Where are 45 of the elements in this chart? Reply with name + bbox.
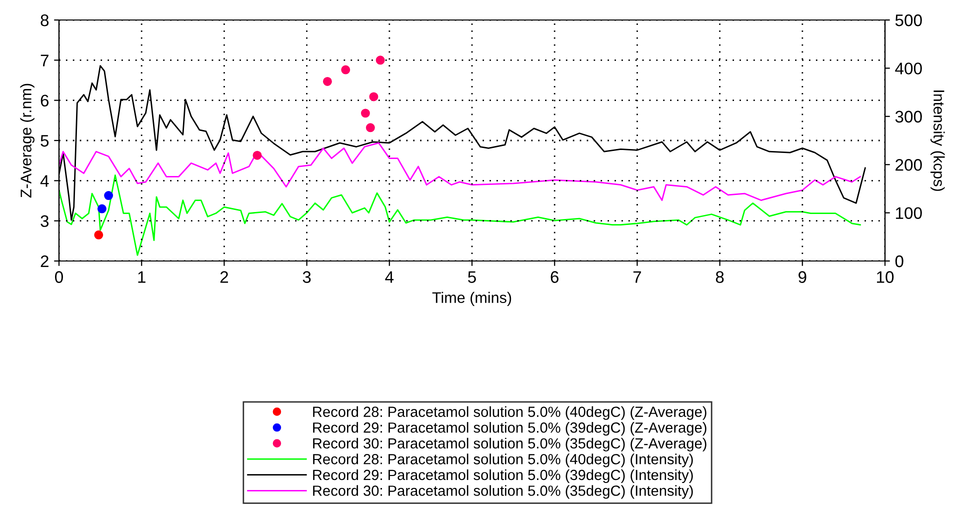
- legend-label: Record 29: Paracetamol solution 5.0% (39degC) (Z-Average): [313, 422, 706, 436]
- x-tick-label: 2: [220, 271, 228, 283]
- point: [369, 92, 378, 102]
- x-tick-label: 4: [385, 271, 394, 283]
- line-series: [59, 174, 861, 256]
- line-series: [59, 142, 861, 201]
- y2-tick-label: 300: [895, 110, 922, 123]
- x-tick-label: 9: [798, 271, 806, 283]
- point: [97, 204, 106, 214]
- point: [341, 65, 350, 74]
- y2-tick-label: 200: [896, 159, 922, 171]
- point: [252, 150, 262, 160]
- x-tick-label: 0: [55, 271, 63, 283]
- legend-label: Record 30: Paracetamol solution 5.0% (35degC) (Intensity): [313, 485, 693, 499]
- x-tick-label: 7: [633, 271, 641, 283]
- y2-tick-label: 500: [895, 14, 922, 26]
- x-tick-label: 5: [468, 271, 476, 283]
- y-tick-label: 6: [40, 94, 49, 107]
- y2-tick-label: 400: [895, 62, 922, 74]
- y2-tick-label: 0: [895, 255, 904, 268]
- point: [322, 76, 332, 86]
- y-tick-label: 4: [40, 175, 49, 187]
- point: [360, 108, 370, 118]
- legend-label: Record 28: Paracetamol solution 5.0% (40degC) (Intensity): [313, 454, 693, 468]
- y-tick-label: 3: [40, 215, 49, 228]
- x-tick-label: 6: [550, 271, 558, 283]
- legend-label: Record 29: Paracetamol solution 5.0% (39degC) (Intensity): [313, 469, 693, 483]
- x-axis-title: Time (mins): [432, 292, 512, 306]
- point: [366, 123, 375, 132]
- legend-label: Record 30: Paracetamol solution 5.0% (35degC) (Z-Average): [313, 438, 706, 452]
- y-tick-label: 2: [40, 255, 48, 268]
- point: [94, 230, 104, 240]
- point: [376, 56, 385, 65]
- y-axis-title: Z-Average (r.nm): [20, 84, 34, 198]
- x-tick-label: 10: [877, 271, 894, 283]
- x-tick-label: 3: [302, 271, 311, 283]
- legend-label: Record 28: Paracetamol solution 5.0% (40degC) (Z-Average): [313, 406, 706, 420]
- y-tick-label: 7: [40, 54, 48, 66]
- y2-tick-label: 100: [896, 207, 922, 220]
- y2-axis-title: Intensity (kcps): [930, 90, 945, 191]
- y-tick-label: 8: [40, 14, 49, 26]
- point: [104, 191, 114, 200]
- x-tick-label: 1: [138, 271, 146, 283]
- x-tick-label: 8: [716, 271, 724, 283]
- y-tick-label: 5: [40, 135, 49, 147]
